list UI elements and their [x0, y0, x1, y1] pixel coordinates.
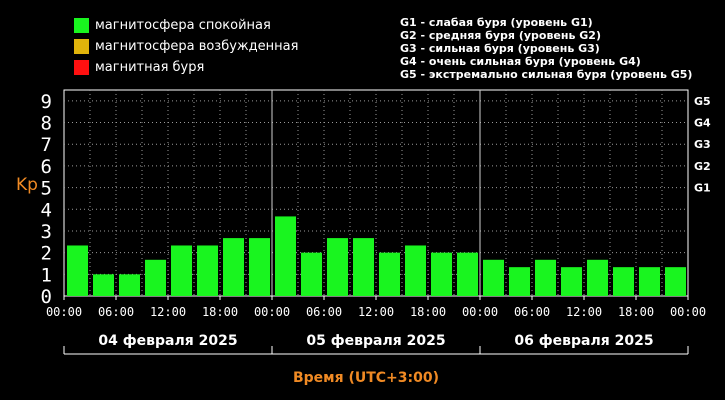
legend-item-disturbed: магнитосфера возбужденная	[74, 38, 298, 54]
kp-bar	[327, 238, 348, 296]
kp-bar	[301, 252, 322, 296]
x-tick-label: 00:00	[46, 305, 82, 319]
y-tick-label: 6	[41, 156, 52, 178]
storm-level-g5: G5 - экстремально сильная буря (уровень …	[400, 68, 693, 81]
legend-item-storm: магнитная буря	[74, 59, 204, 75]
kp-bar	[535, 259, 556, 296]
x-tick-label: 18:00	[202, 305, 238, 319]
x-tick-label: 00:00	[462, 305, 498, 319]
x-tick-label: 12:00	[150, 305, 186, 319]
legend-label-quiet: магнитосфера спокойная	[95, 17, 271, 33]
g-tick-label: G2	[694, 160, 711, 173]
kp-bar	[275, 216, 296, 296]
day-label: 05 февраля 2025	[306, 333, 445, 349]
kp-bar	[613, 267, 634, 296]
legend-label-storm: магнитная буря	[95, 59, 205, 75]
kp-bar	[223, 238, 244, 296]
kp-bar	[145, 259, 166, 296]
x-tick-label: 06:00	[98, 305, 134, 319]
storm-level-g3: G3 - сильная буря (уровень G3)	[400, 42, 600, 55]
kp-bar	[665, 267, 686, 296]
x-tick-label: 06:00	[514, 305, 550, 319]
kp-bar	[119, 274, 140, 296]
x-axis-label: Время (UTC+3:00)	[293, 370, 439, 386]
kp-bar	[405, 245, 426, 296]
kp-bar	[587, 259, 608, 296]
y-tick-label: 4	[41, 199, 52, 221]
y-tick-label: 9	[41, 91, 52, 113]
g-tick-label: G5	[694, 95, 711, 108]
kp-bar	[457, 252, 478, 296]
y-tick-label: 0	[41, 286, 52, 308]
g-tick-label: G1	[694, 182, 711, 195]
kp-bar	[379, 252, 400, 296]
x-tick-label: 18:00	[410, 305, 446, 319]
y-tick-label: 1	[41, 264, 52, 286]
kp-bar	[639, 267, 660, 296]
kp-bar	[483, 259, 504, 296]
y-tick-label: 5	[41, 178, 52, 200]
kp-bar	[197, 245, 218, 296]
y-tick-label: 3	[41, 221, 52, 243]
kp-bar	[509, 267, 530, 296]
legend-swatch-disturbed	[74, 38, 89, 54]
legend-swatch-storm	[74, 59, 89, 75]
y-tick-label: 7	[41, 134, 52, 156]
x-tick-label: 00:00	[670, 305, 706, 319]
storm-level-g4: G4 - очень сильная буря (уровень G4)	[400, 55, 641, 68]
storm-levels-legend: G1 - слабая буря (уровень G1) G2 - средн…	[400, 16, 692, 81]
kp-bar	[249, 238, 270, 296]
kp-bar	[93, 274, 114, 296]
x-tick-label: 06:00	[306, 305, 342, 319]
kp-bar	[431, 252, 452, 296]
y-axis-label: Kp	[16, 175, 38, 195]
kp-bar	[67, 245, 88, 296]
y-tick-label: 2	[41, 243, 52, 265]
legend-item-quiet: магнитосфера спокойная	[74, 17, 271, 33]
storm-level-g1: G1 - слабая буря (уровень G1)	[400, 16, 593, 29]
x-tick-label: 00:00	[254, 305, 290, 319]
kp-bar	[561, 267, 582, 296]
g-tick-label: G4	[694, 117, 711, 130]
storm-level-g2: G2 - средняя буря (уровень G2)	[400, 29, 601, 42]
legend-label-disturbed: магнитосфера возбужденная	[95, 38, 299, 54]
kp-bar	[353, 238, 374, 296]
g-tick-label: G3	[694, 138, 711, 151]
kp-bar	[171, 245, 192, 296]
x-tick-label: 18:00	[618, 305, 654, 319]
day-label: 04 февраля 2025	[98, 333, 237, 349]
x-tick-label: 12:00	[358, 305, 394, 319]
y-tick-label: 8	[41, 113, 52, 135]
legend-swatch-quiet	[74, 17, 89, 33]
day-label: 06 февраля 2025	[514, 333, 653, 349]
x-tick-label: 12:00	[566, 305, 602, 319]
